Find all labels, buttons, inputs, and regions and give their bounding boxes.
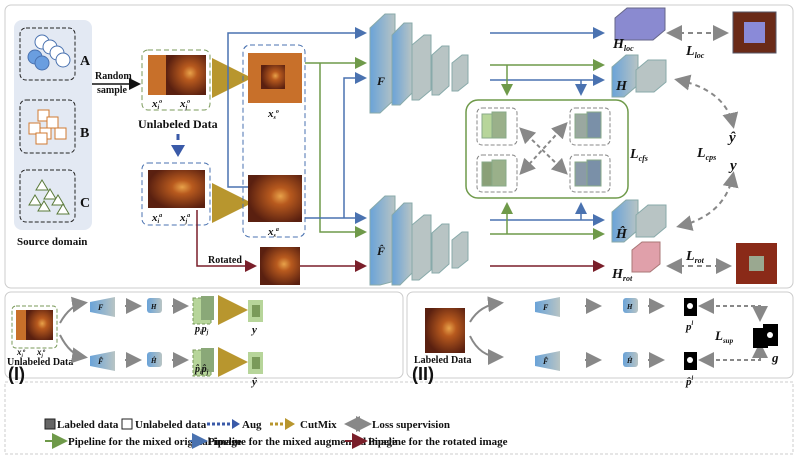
svg-text:Ĥ: Ĥ	[626, 357, 633, 365]
svg-text:Pipeline for the rotated image: Pipeline for the rotated image	[368, 436, 508, 448]
triangles-icon	[28, 179, 70, 215]
domain-a-label: A	[80, 54, 91, 69]
head-h-loc: Hloc	[612, 7, 666, 53]
head-h-hat: Ĥ	[611, 199, 667, 243]
head-arrows	[490, 27, 605, 272]
labeled-data-label: Labeled Data	[414, 355, 472, 366]
domain-c-box	[19, 169, 76, 223]
mixed-augmented-image	[248, 175, 302, 222]
svg-text:Loss supervision: Loss supervision	[372, 419, 450, 431]
source-domain-label: Source domain	[17, 236, 87, 248]
svg-text:pl: pl	[685, 321, 694, 333]
svg-text:H: H	[150, 303, 157, 311]
legend-aug: Aug	[207, 419, 262, 431]
fundus-image-aug	[148, 170, 205, 208]
encoder-f-label: F	[376, 74, 385, 88]
svg-text:Labeled data: Labeled data	[57, 419, 119, 431]
domain-b-box	[19, 99, 76, 154]
svg-text:F̂: F̂	[97, 356, 104, 366]
sample-label: sample	[97, 85, 128, 96]
svg-text:F: F	[542, 303, 549, 312]
svg-text:xso: xso	[267, 108, 279, 121]
loss-cfs-label: Lcfs	[629, 147, 648, 163]
loss-loc-label: Lloc	[685, 44, 705, 60]
y-hat-label: ŷ	[727, 130, 736, 146]
svg-text:H: H	[615, 79, 628, 94]
svg-text:Ĥ: Ĥ	[150, 357, 157, 365]
squares-icon	[28, 109, 67, 145]
svg-text:p̂l: p̂l	[685, 376, 694, 388]
svg-text:Ĥ: Ĥ	[615, 225, 628, 242]
source-domain: A B C Source domain	[14, 20, 92, 248]
svg-text:pipj: pipj	[194, 324, 209, 336]
augmented-pair-box	[141, 162, 211, 226]
circles-icon	[27, 34, 71, 71]
mixed-images-box	[242, 44, 306, 238]
svg-text:xia: xia	[151, 212, 162, 225]
head-h-rot: Hrot	[611, 241, 661, 283]
svg-text:g: g	[771, 350, 779, 365]
y-label: y	[728, 158, 737, 174]
svg-text:F̂: F̂	[542, 356, 549, 366]
legend-unlabeled: Unlabeled data	[121, 418, 207, 431]
legend-blue: Pipeline for the mixed augmented image	[190, 433, 397, 449]
svg-text:xsa: xsa	[267, 226, 279, 239]
panel-i-content: xio xjo Unlabeled Data (I) F F̂ H Ĥ pipj…	[7, 295, 263, 388]
svg-text:H: H	[626, 303, 633, 311]
svg-text:Unlabeled data: Unlabeled data	[135, 419, 207, 431]
svg-text:xio: xio	[151, 98, 162, 111]
cross-feature-box	[465, 99, 629, 199]
svg-text:xio: xio	[16, 347, 26, 359]
loss-rot-label: Lrot	[685, 249, 705, 265]
loss-cps-label: Lcps	[696, 146, 716, 162]
domain-a-box	[19, 27, 76, 81]
panel-ii-content: Labeled Data (II) F F̂ H Ĥ pl p̂l Lsup g	[412, 296, 779, 388]
legend: Labeled data Unlabeled data Aug CutMix L…	[44, 416, 508, 449]
legend-loss: Loss supervision	[344, 416, 450, 432]
fundus-image-xi	[148, 55, 168, 95]
svg-text:Hrot: Hrot	[611, 267, 633, 283]
panel-i-label: (I)	[8, 364, 25, 384]
rotate-arrow	[196, 210, 257, 272]
pipeline-arrows	[227, 27, 367, 238]
legend-red: Pipeline for the rotated image	[345, 433, 508, 449]
svg-text:Aug: Aug	[242, 419, 262, 431]
svg-text:F: F	[97, 303, 104, 312]
svg-text:CutMix: CutMix	[300, 419, 337, 431]
svg-text:Hloc: Hloc	[612, 37, 634, 53]
svg-text:xjo: xjo	[179, 98, 190, 111]
svg-text:xja: xja	[179, 212, 190, 225]
encoder-f: F	[369, 13, 469, 114]
svg-text:ŷ: ŷ	[250, 376, 257, 388]
loss-cps-arrow-bottom	[676, 171, 739, 231]
legend-cutmix: CutMix	[270, 418, 337, 431]
panel-ii-label: (II)	[412, 364, 434, 384]
domain-b-label: B	[80, 126, 89, 141]
rotated-label: Rotated	[208, 255, 242, 266]
encoder-f-hat: F̂	[369, 195, 469, 286]
legend-box	[4, 381, 794, 455]
svg-text:Pipeline for the mixed augment: Pipeline for the mixed augmented image	[208, 436, 397, 448]
legend-labeled: Labeled data	[44, 418, 119, 431]
loss-cps-arrow-top	[674, 74, 739, 129]
unlabeled-data-label: Unlabeled Data	[138, 117, 218, 131]
svg-text:y: y	[250, 324, 257, 336]
svg-text:p̂ip̂j: p̂ip̂j	[194, 364, 209, 376]
unlabeled-pair-box	[141, 49, 211, 111]
panel-i-unlabeled-label: Unlabeled Data	[7, 357, 73, 368]
domain-c-label: C	[80, 196, 90, 211]
encoder-f-hat-label: F̂	[376, 244, 385, 258]
rotated-image	[260, 247, 300, 285]
fundus-image-xj	[166, 55, 206, 95]
svg-text:xjo: xjo	[36, 347, 46, 359]
random-label: Random	[95, 71, 132, 82]
head-h: H	[611, 54, 667, 98]
svg-text:Lsup: Lsup	[714, 328, 734, 345]
